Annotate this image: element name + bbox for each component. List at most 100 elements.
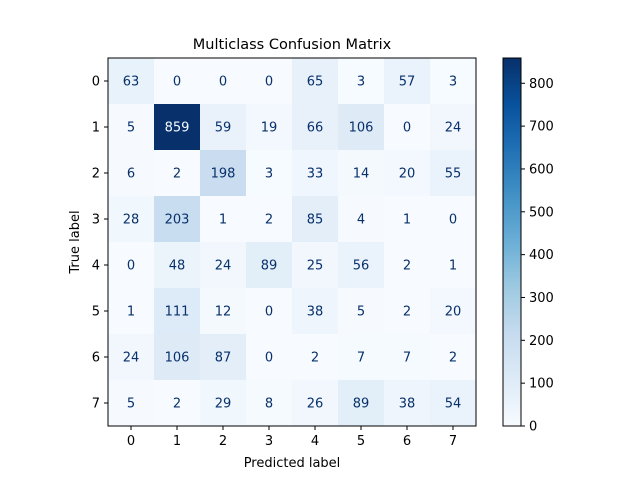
heatmap-cell bbox=[338, 104, 385, 151]
heatmap-cell bbox=[246, 334, 293, 381]
cell-value-label: 3 bbox=[357, 75, 365, 90]
heatmap-cell bbox=[430, 150, 477, 197]
heatmap-cell bbox=[338, 58, 385, 105]
heatmap-cell bbox=[384, 58, 431, 105]
heatmap-cell bbox=[246, 196, 293, 243]
heatmap-cell bbox=[200, 150, 247, 197]
cell-value-label: 5 bbox=[357, 305, 365, 320]
cell-value-label: 6 bbox=[127, 167, 135, 182]
heatmap-cell bbox=[108, 150, 155, 197]
x-axis-ticks: 0 1 2 3 4 5 6 7 bbox=[127, 426, 457, 449]
x-tick-label: 6 bbox=[403, 434, 411, 449]
cell-value-label: 20 bbox=[445, 305, 462, 320]
cell-value-label: 106 bbox=[349, 121, 374, 136]
cell-value-label: 7 bbox=[403, 351, 411, 366]
cell-value-label: 33 bbox=[307, 167, 324, 182]
heatmap-cell bbox=[200, 104, 247, 151]
cell-value-label: 24 bbox=[123, 351, 140, 366]
heatmap-cell bbox=[108, 334, 155, 381]
x-tick-label: 3 bbox=[265, 434, 273, 449]
cell-value-label: 28 bbox=[123, 213, 140, 228]
cell-value-label: 1 bbox=[403, 213, 411, 228]
cell-value-label: 2 bbox=[449, 351, 457, 366]
x-tick-label: 5 bbox=[357, 434, 365, 449]
cell-value-label: 20 bbox=[399, 167, 416, 182]
heatmap-cell bbox=[292, 196, 339, 243]
heatmap-cell bbox=[200, 58, 247, 105]
heatmap-cell bbox=[154, 380, 201, 427]
x-axis-label: Predicted label bbox=[244, 456, 341, 471]
y-axis-ticks: 0 1 2 3 4 5 6 7 bbox=[92, 75, 108, 412]
cell-value-label: 89 bbox=[261, 259, 278, 274]
cell-value-label: 0 bbox=[265, 75, 273, 90]
cell-value-label: 24 bbox=[445, 121, 462, 136]
colorbar-tick-label: 0 bbox=[529, 420, 537, 435]
cell-value-label: 14 bbox=[353, 167, 370, 182]
heatmap-cell bbox=[200, 196, 247, 243]
heatmap-cell bbox=[200, 380, 247, 427]
heatmap-cell bbox=[338, 380, 385, 427]
x-tick-label: 1 bbox=[173, 434, 181, 449]
colorbar-tick-label: 700 bbox=[529, 120, 554, 135]
cell-value-label: 0 bbox=[403, 121, 411, 136]
heatmap-cell bbox=[200, 242, 247, 289]
cell-value-label: 2 bbox=[311, 351, 319, 366]
heatmap-cell bbox=[430, 288, 477, 335]
heatmap-cell bbox=[246, 58, 293, 105]
x-tick-label: 4 bbox=[311, 434, 319, 449]
cell-value-label: 0 bbox=[127, 259, 135, 274]
colorbar-tick-label: 500 bbox=[529, 205, 554, 220]
heatmap-cell bbox=[108, 104, 155, 151]
cell-value-label: 66 bbox=[307, 121, 324, 136]
y-tick-label: 4 bbox=[92, 259, 100, 274]
cell-value-label: 87 bbox=[215, 351, 232, 366]
y-tick-label: 0 bbox=[92, 75, 100, 90]
heatmap-cell bbox=[246, 150, 293, 197]
heatmap-cell bbox=[292, 242, 339, 289]
cell-value-label: 38 bbox=[307, 305, 324, 320]
y-tick-label: 6 bbox=[92, 351, 100, 366]
heatmap-cell bbox=[200, 334, 247, 381]
heatmap-cell bbox=[154, 242, 201, 289]
heatmap-cell bbox=[338, 150, 385, 197]
cell-value-label: 1 bbox=[127, 305, 135, 320]
heatmap-cell bbox=[338, 242, 385, 289]
cell-value-label: 2 bbox=[403, 259, 411, 274]
cell-value-label: 8 bbox=[265, 397, 273, 412]
heatmap-cell bbox=[246, 380, 293, 427]
colorbar-tick-label: 800 bbox=[529, 77, 554, 92]
y-tick-label: 1 bbox=[92, 121, 100, 136]
cell-value-label: 198 bbox=[211, 167, 236, 182]
cell-value-label: 106 bbox=[165, 351, 190, 366]
cell-value-label: 48 bbox=[169, 259, 186, 274]
colorbar-tick-label: 200 bbox=[529, 334, 554, 349]
cell-value-label: 65 bbox=[307, 75, 324, 90]
heatmap-cell bbox=[384, 104, 431, 151]
cell-value-label: 1 bbox=[219, 213, 227, 228]
heatmap-cell bbox=[338, 196, 385, 243]
heatmap-cell bbox=[108, 380, 155, 427]
heatmap-cell bbox=[292, 380, 339, 427]
heatmap-cell bbox=[384, 288, 431, 335]
cell-value-label: 5 bbox=[127, 121, 135, 136]
heatmap-cell bbox=[154, 150, 201, 197]
heatmap-cell bbox=[292, 334, 339, 381]
cell-value-label: 203 bbox=[165, 213, 190, 228]
cell-value-label: 29 bbox=[215, 397, 232, 412]
cell-value-label: 19 bbox=[261, 121, 278, 136]
cell-value-label: 55 bbox=[445, 167, 462, 182]
colorbar-ticks: 0 100 200 300 400 500 600 700 800 bbox=[521, 77, 554, 435]
cell-value-label: 57 bbox=[399, 75, 416, 90]
y-tick-label: 7 bbox=[92, 397, 100, 412]
heatmap-cell bbox=[200, 288, 247, 335]
heatmap-cell bbox=[338, 288, 385, 335]
cell-value-label: 3 bbox=[265, 167, 273, 182]
heatmap-cell bbox=[384, 196, 431, 243]
cell-value-label: 63 bbox=[123, 75, 140, 90]
cell-value-label: 38 bbox=[399, 397, 416, 412]
cell-value-label: 2 bbox=[173, 397, 181, 412]
heatmap-cell bbox=[154, 104, 201, 151]
heatmap-cell bbox=[154, 196, 201, 243]
cell-value-label: 2 bbox=[265, 213, 273, 228]
